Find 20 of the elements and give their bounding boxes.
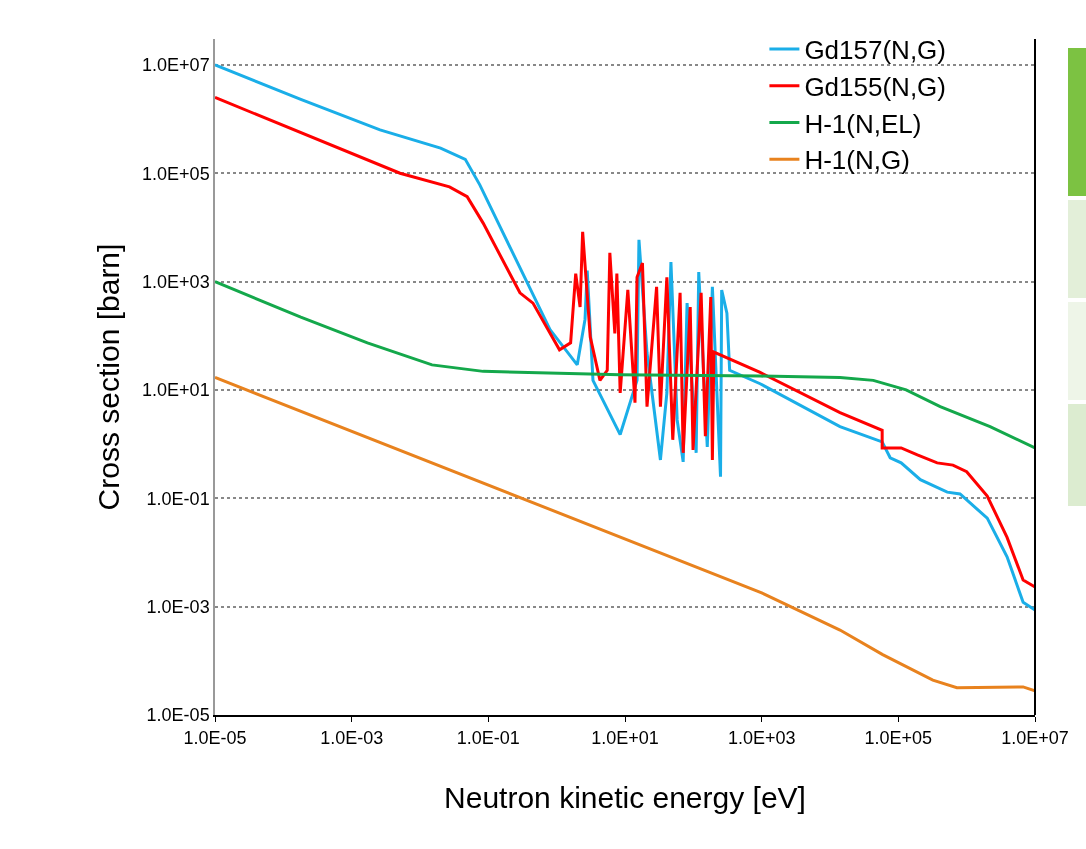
y-tick-label: 1.0E-01 bbox=[146, 488, 210, 509]
legend-label: Gd155(N,G) bbox=[804, 71, 947, 102]
x-tick-label: 1.0E+01 bbox=[591, 727, 659, 748]
y-tick-label: 1.0E+01 bbox=[142, 380, 210, 401]
y-tick-label: 1.0E+07 bbox=[142, 55, 210, 76]
x-tick-label: 1.0E-05 bbox=[183, 727, 247, 748]
x-tick-label: 1.0E-01 bbox=[456, 727, 520, 748]
y-tick-label: 1.0E-05 bbox=[146, 705, 210, 726]
legend-label: Gd157(N,G) bbox=[804, 35, 947, 66]
x-tick-label: 1.0E+03 bbox=[727, 727, 796, 748]
y-tick-label: 1.0E+05 bbox=[142, 163, 210, 184]
y-axis-title: Cross section [barn] bbox=[91, 243, 125, 511]
y-tick-label: 1.0E+03 bbox=[142, 271, 210, 292]
x-tick-label: 1.0E-03 bbox=[320, 727, 384, 748]
legend-label: H-1(N,G) bbox=[804, 145, 910, 176]
x-tick-label: 1.0E+07 bbox=[1001, 727, 1069, 748]
x-axis-title: Neutron kinetic energy [eV] bbox=[444, 780, 806, 814]
legend-label: H-1(N,EL) bbox=[804, 108, 922, 139]
x-tick-label: 1.0E+05 bbox=[864, 727, 933, 748]
y-tick-label: 1.0E-03 bbox=[146, 596, 210, 617]
